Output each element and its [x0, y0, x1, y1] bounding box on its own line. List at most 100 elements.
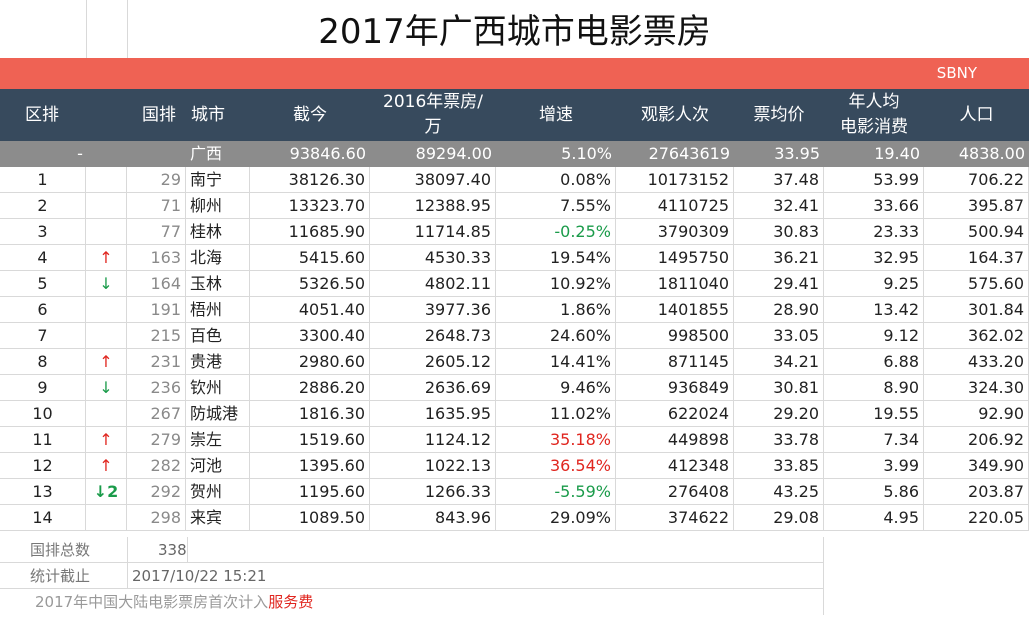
region-rank-cell[interactable]: 2 — [0, 193, 86, 219]
avg-price-cell[interactable]: 37.48 — [734, 167, 824, 193]
box-2016-cell[interactable]: 1266.33 — [370, 479, 496, 505]
per-capita-cell[interactable]: 19.55 — [824, 401, 924, 427]
to-date-cell[interactable]: 2886.20 — [250, 375, 370, 401]
viewers-cell[interactable]: 998500 — [616, 323, 734, 349]
summary-avg-price[interactable]: 33.95 — [774, 144, 820, 163]
growth-cell[interactable]: 0.08% — [496, 167, 616, 193]
national-rank-cell[interactable]: 191 — [127, 297, 186, 323]
total-rank-value[interactable]: 338 — [128, 537, 188, 563]
city-cell[interactable]: 崇左 — [186, 427, 250, 453]
header-city[interactable]: 城市 — [186, 89, 250, 141]
region-rank-cell[interactable]: 11 — [0, 427, 86, 453]
city-cell[interactable]: 钦州 — [186, 375, 250, 401]
rank-change-indicator[interactable]: ↑ — [86, 427, 127, 453]
viewers-cell[interactable]: 3790309 — [616, 219, 734, 245]
brand-band[interactable]: SBNY — [0, 58, 1029, 89]
national-rank-cell[interactable]: 236 — [127, 375, 186, 401]
per-capita-cell[interactable]: 5.86 — [824, 479, 924, 505]
avg-price-cell[interactable]: 33.78 — [734, 427, 824, 453]
rank-change-indicator[interactable]: ↓ — [86, 271, 127, 297]
sheet-title[interactable]: 2017年广西城市电影票房 — [0, 0, 1029, 58]
national-rank-cell[interactable]: 231 — [127, 349, 186, 375]
to-date-cell[interactable]: 4051.40 — [250, 297, 370, 323]
national-rank-cell[interactable]: 29 — [127, 167, 186, 193]
rank-change-indicator[interactable]: ↑ — [86, 453, 127, 479]
region-rank-cell[interactable]: 7 — [0, 323, 86, 349]
region-rank-cell[interactable]: 14 — [0, 505, 86, 531]
city-cell[interactable]: 防城港 — [186, 401, 250, 427]
summary-city[interactable]: 广西 — [190, 144, 223, 163]
per-capita-cell[interactable]: 6.88 — [824, 349, 924, 375]
population-cell[interactable]: 301.84 — [924, 297, 1029, 323]
summary-growth[interactable]: 5.10% — [561, 144, 612, 163]
city-cell[interactable]: 南宁 — [186, 167, 250, 193]
viewers-cell[interactable]: 1401855 — [616, 297, 734, 323]
box-2016-cell[interactable]: 4802.11 — [370, 271, 496, 297]
avg-price-cell[interactable]: 33.05 — [734, 323, 824, 349]
city-cell[interactable]: 桂林 — [186, 219, 250, 245]
population-cell[interactable]: 706.22 — [924, 167, 1029, 193]
box-2016-cell[interactable]: 2605.12 — [370, 349, 496, 375]
to-date-cell[interactable]: 1816.30 — [250, 401, 370, 427]
viewers-cell[interactable]: 871145 — [616, 349, 734, 375]
city-cell[interactable]: 北海 — [186, 245, 250, 271]
to-date-cell[interactable]: 11685.90 — [250, 219, 370, 245]
box-2016-cell[interactable]: 3977.36 — [370, 297, 496, 323]
per-capita-cell[interactable]: 53.99 — [824, 167, 924, 193]
header-avg-price[interactable]: 票均价 — [734, 89, 824, 141]
rank-change-indicator[interactable]: ↓ — [86, 375, 127, 401]
city-cell[interactable]: 贺州 — [186, 479, 250, 505]
growth-cell[interactable]: 14.41% — [496, 349, 616, 375]
box-2016-cell[interactable]: 2636.69 — [370, 375, 496, 401]
population-cell[interactable]: 362.02 — [924, 323, 1029, 349]
to-date-cell[interactable]: 1519.60 — [250, 427, 370, 453]
region-rank-cell[interactable]: 3 — [0, 219, 86, 245]
cutoff-value[interactable]: 2017/10/22 15:21 — [128, 563, 824, 589]
growth-cell[interactable]: 7.55% — [496, 193, 616, 219]
per-capita-cell[interactable]: 32.95 — [824, 245, 924, 271]
box-2016-cell[interactable]: 4530.33 — [370, 245, 496, 271]
population-cell[interactable]: 220.05 — [924, 505, 1029, 531]
city-cell[interactable]: 柳州 — [186, 193, 250, 219]
growth-cell[interactable]: 9.46% — [496, 375, 616, 401]
box-2016-cell[interactable]: 11714.85 — [370, 219, 496, 245]
region-rank-cell[interactable]: 5 — [0, 271, 86, 297]
header-national-rank[interactable]: 国排 — [86, 89, 186, 141]
summary-population[interactable]: 4838.00 — [958, 144, 1025, 163]
per-capita-cell[interactable]: 13.42 — [824, 297, 924, 323]
population-cell[interactable]: 395.87 — [924, 193, 1029, 219]
city-cell[interactable]: 百色 — [186, 323, 250, 349]
national-rank-cell[interactable]: 267 — [127, 401, 186, 427]
growth-cell[interactable]: -0.25% — [496, 219, 616, 245]
viewers-cell[interactable]: 622024 — [616, 401, 734, 427]
city-cell[interactable]: 河池 — [186, 453, 250, 479]
summary-box-2016[interactable]: 89294.00 — [415, 144, 492, 163]
summary-rank[interactable]: - — [77, 144, 83, 163]
header-box-2016[interactable]: 2016年票房/ 万 — [370, 89, 496, 141]
growth-cell[interactable]: -5.59% — [496, 479, 616, 505]
box-2016-cell[interactable]: 2648.73 — [370, 323, 496, 349]
growth-cell[interactable]: 36.54% — [496, 453, 616, 479]
rank-change-indicator[interactable] — [86, 323, 127, 349]
population-cell[interactable]: 500.94 — [924, 219, 1029, 245]
cutoff-label[interactable]: 统计截止 — [0, 563, 128, 589]
national-rank-cell[interactable]: 282 — [127, 453, 186, 479]
growth-cell[interactable]: 35.18% — [496, 427, 616, 453]
avg-price-cell[interactable]: 30.83 — [734, 219, 824, 245]
rank-change-indicator[interactable] — [86, 297, 127, 323]
rank-change-indicator[interactable]: ↑ — [86, 349, 127, 375]
avg-price-cell[interactable]: 33.85 — [734, 453, 824, 479]
rank-change-indicator[interactable] — [86, 401, 127, 427]
per-capita-cell[interactable]: 3.99 — [824, 453, 924, 479]
rank-change-indicator[interactable] — [86, 193, 127, 219]
to-date-cell[interactable]: 3300.40 — [250, 323, 370, 349]
to-date-cell[interactable]: 13323.70 — [250, 193, 370, 219]
city-cell[interactable]: 玉林 — [186, 271, 250, 297]
population-cell[interactable]: 92.90 — [924, 401, 1029, 427]
growth-cell[interactable]: 11.02% — [496, 401, 616, 427]
box-2016-cell[interactable]: 38097.40 — [370, 167, 496, 193]
avg-price-cell[interactable]: 36.21 — [734, 245, 824, 271]
per-capita-cell[interactable]: 33.66 — [824, 193, 924, 219]
growth-cell[interactable]: 24.60% — [496, 323, 616, 349]
national-rank-cell[interactable]: 77 — [127, 219, 186, 245]
